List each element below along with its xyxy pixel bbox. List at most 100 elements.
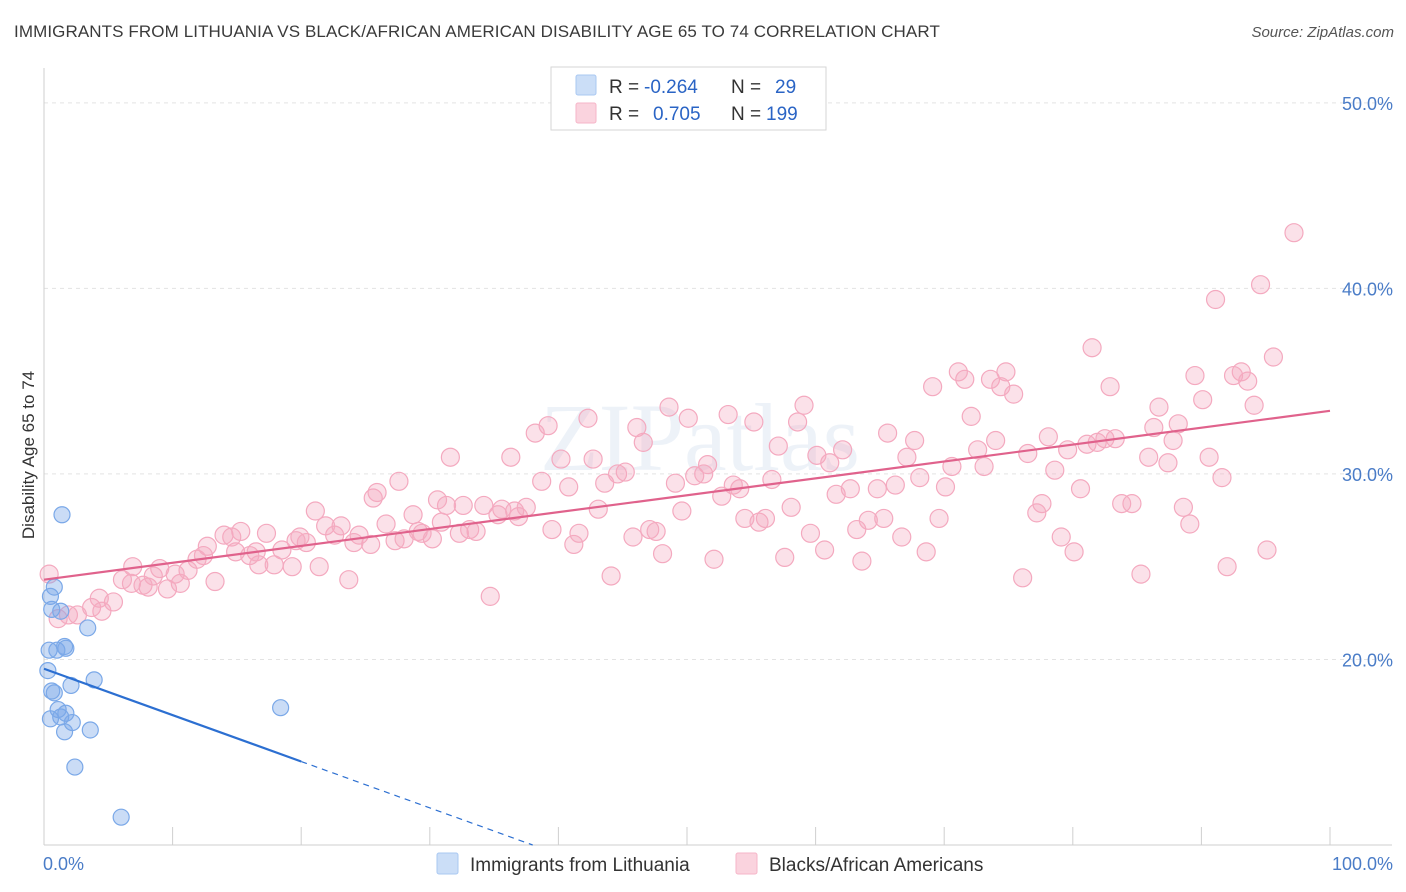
data-point-black: [474, 495, 494, 516]
x-tick-label: 0.0%: [43, 854, 84, 874]
top-legend: R = -0.264 N = 29 R = 0.705 N = 199: [550, 66, 827, 131]
data-point-black: [815, 540, 835, 560]
data-point-lithuania: [272, 699, 290, 717]
data-point-black: [833, 440, 853, 460]
bottom-legend: Immigrants from Lithuania Blacks/African…: [436, 852, 983, 876]
source-note: Source: ZipAtlas.com: [1251, 24, 1394, 41]
legend-n-value-black: 199: [766, 104, 798, 125]
data-point-black: [659, 397, 679, 417]
data-point-black: [781, 497, 801, 517]
data-point-black: [1158, 453, 1178, 473]
series-blacks-african-americans: [39, 223, 1304, 629]
data-point-black: [615, 462, 635, 482]
data-point-black: [704, 549, 724, 569]
data-point-black: [755, 508, 776, 529]
data-point-black: [996, 362, 1016, 382]
data-point-black: [542, 519, 562, 540]
data-point-black: [231, 521, 251, 542]
data-point-black: [1100, 377, 1120, 397]
data-point-black: [897, 447, 917, 467]
data-point-black: [601, 566, 621, 586]
data-point-black: [1045, 460, 1065, 480]
data-point-black: [852, 551, 872, 571]
data-point-black: [559, 477, 579, 497]
bottom-legend-swatch-black: [735, 852, 758, 875]
data-point-black: [1004, 384, 1024, 404]
y-tick-label: 40.0%: [1342, 279, 1393, 299]
data-point-black: [1231, 362, 1251, 382]
data-point-black: [376, 514, 396, 534]
data-point-lithuania: [112, 808, 130, 826]
data-point-black: [910, 468, 930, 488]
data-point-black: [197, 536, 217, 556]
data-point-lithuania: [48, 641, 66, 659]
data-point-black: [768, 436, 788, 456]
data-point-black: [331, 516, 351, 536]
data-point-black: [980, 369, 1001, 389]
data-point-black: [948, 362, 968, 382]
data-point-black: [935, 477, 956, 497]
data-point-black: [1163, 430, 1183, 451]
trend-lines: [43, 409, 1331, 846]
data-point-black: [1250, 275, 1271, 295]
data-point-lithuania: [53, 506, 71, 524]
data-point-black: [282, 557, 302, 577]
data-point-black: [516, 497, 536, 517]
data-point-black: [1139, 447, 1159, 467]
data-point-black: [1082, 338, 1102, 358]
legend-n-label-lithuania: N =: [731, 77, 761, 98]
data-point-black: [1173, 497, 1193, 517]
data-point-black: [256, 523, 277, 543]
data-point-black: [640, 519, 660, 540]
data-point-black: [1032, 494, 1052, 514]
data-point-black: [820, 453, 840, 473]
data-point-black: [800, 523, 821, 543]
y-tick-label: 50.0%: [1342, 94, 1393, 114]
data-point-lithuania: [55, 723, 74, 741]
data-point-black: [422, 529, 442, 549]
data-point-black: [205, 571, 225, 592]
data-point-black: [961, 406, 981, 426]
data-point-black: [440, 447, 460, 467]
legend-swatch-black: [575, 102, 597, 124]
data-point-black: [858, 510, 878, 530]
legend-r-label-lithuania: R =: [609, 77, 639, 98]
data-point-lithuania: [66, 758, 84, 776]
y-tick-label: 30.0%: [1342, 465, 1393, 485]
data-point-black: [623, 527, 643, 547]
data-point-black: [1217, 557, 1237, 577]
data-point-black: [222, 527, 242, 547]
watermark-text: ZIPatlas: [540, 384, 860, 491]
data-point-black: [794, 395, 814, 415]
data-point-black: [1180, 514, 1200, 534]
data-point-black: [103, 592, 124, 612]
data-point-black: [339, 570, 359, 590]
data-point-black: [665, 473, 686, 493]
data-point-black: [436, 495, 457, 516]
data-point-black: [1051, 527, 1071, 547]
legend-r-value-lithuania: -0.264: [644, 77, 698, 98]
data-point-black: [1193, 390, 1213, 410]
data-point-black: [840, 479, 860, 499]
data-point-black: [1013, 568, 1033, 588]
data-point-black: [309, 557, 329, 577]
data-point-black: [916, 542, 936, 562]
data-point-black: [1131, 564, 1151, 584]
data-point-black: [1263, 347, 1284, 367]
data-point-black: [325, 525, 345, 545]
data-point-lithuania: [45, 684, 63, 702]
y-axis-title: Disability Age 65 to 74: [19, 371, 38, 539]
data-point-black: [718, 404, 738, 425]
data-point-black: [532, 471, 552, 491]
data-point-black: [678, 408, 698, 428]
legend-swatch-lithuania: [575, 74, 597, 96]
data-point-black: [826, 484, 846, 504]
data-point-black: [1064, 542, 1084, 562]
data-point-black: [1168, 414, 1188, 434]
data-point-black: [652, 544, 673, 564]
data-point-black: [1212, 468, 1232, 488]
data-point-black: [305, 501, 325, 521]
data-point-black: [296, 532, 316, 553]
data-point-black: [735, 508, 755, 529]
